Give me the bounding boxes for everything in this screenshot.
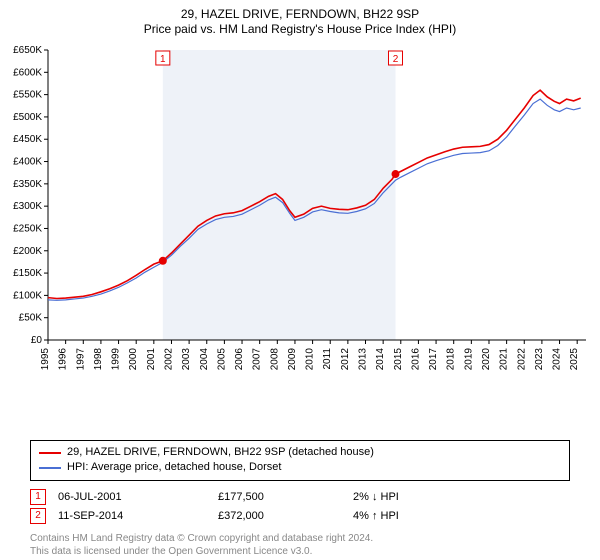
svg-text:2012: 2012: [340, 348, 351, 371]
svg-text:£500K: £500K: [13, 112, 42, 123]
svg-text:2005: 2005: [216, 348, 227, 371]
sale-diff: 2% ↓ HPI: [353, 491, 399, 503]
legend-swatch: [39, 467, 61, 469]
svg-text:2007: 2007: [252, 348, 263, 371]
svg-text:£350K: £350K: [13, 179, 42, 190]
svg-text:1996: 1996: [58, 348, 69, 371]
svg-text:2001: 2001: [146, 348, 157, 371]
legend-label: 29, HAZEL DRIVE, FERNDOWN, BH22 9SP (det…: [67, 445, 374, 460]
svg-text:£550K: £550K: [13, 90, 42, 101]
legend: 29, HAZEL DRIVE, FERNDOWN, BH22 9SP (det…: [30, 440, 570, 481]
svg-text:2016: 2016: [410, 348, 421, 371]
sale-diff: 4% ↑ HPI: [353, 510, 399, 522]
svg-text:£250K: £250K: [13, 223, 42, 234]
svg-text:2017: 2017: [428, 348, 439, 371]
svg-text:£100K: £100K: [13, 290, 42, 301]
legend-item: HPI: Average price, detached house, Dors…: [39, 460, 561, 475]
svg-text:£450K: £450K: [13, 134, 42, 145]
price-chart: £0 £50K £100K £150K £200K £250K £300K £350K £400…: [0, 44, 600, 400]
svg-text:£150K: £150K: [13, 268, 42, 279]
svg-text:2013: 2013: [358, 348, 369, 371]
sale-date: 06-JUL-2001: [58, 491, 218, 503]
svg-text:2021: 2021: [499, 348, 510, 371]
svg-text:2009: 2009: [287, 348, 298, 371]
legend-swatch: [39, 452, 61, 454]
svg-text:£650K: £650K: [13, 45, 42, 56]
svg-text:2015: 2015: [393, 348, 404, 371]
svg-text:2020: 2020: [481, 348, 492, 371]
svg-text:2003: 2003: [181, 348, 192, 371]
footnote: Contains HM Land Registry data © Crown c…: [30, 532, 570, 559]
svg-text:1995: 1995: [40, 348, 51, 371]
svg-text:2008: 2008: [269, 348, 280, 371]
svg-text:2024: 2024: [552, 348, 563, 371]
sale-marker: 1: [30, 489, 46, 505]
footnote-line: This data is licensed under the Open Gov…: [30, 545, 570, 559]
svg-text:2006: 2006: [234, 348, 245, 371]
svg-text:1998: 1998: [93, 348, 104, 371]
svg-text:2025: 2025: [569, 348, 580, 371]
footnote-line: Contains HM Land Registry data © Crown c…: [30, 532, 570, 546]
svg-text:2019: 2019: [463, 348, 474, 371]
legend-label: HPI: Average price, detached house, Dors…: [67, 460, 281, 475]
svg-text:£600K: £600K: [13, 67, 42, 78]
svg-text:1997: 1997: [75, 348, 86, 371]
legend-item: 29, HAZEL DRIVE, FERNDOWN, BH22 9SP (det…: [39, 445, 561, 460]
page-subtitle: Price paid vs. HM Land Registry's House …: [0, 22, 600, 36]
svg-text:£300K: £300K: [13, 201, 42, 212]
svg-text:£50K: £50K: [19, 313, 43, 324]
sales-table: 1 06-JUL-2001£177,5002% ↓ HPI 2 11-SEP-2014…: [30, 489, 570, 524]
svg-text:£200K: £200K: [13, 246, 42, 257]
svg-text:2011: 2011: [322, 348, 333, 370]
sale-price: £177,500: [218, 491, 353, 503]
page-title: 29, HAZEL DRIVE, FERNDOWN, BH22 9SP: [0, 0, 600, 22]
svg-text:2022: 2022: [516, 348, 527, 371]
svg-text:2010: 2010: [305, 348, 316, 371]
svg-text:2000: 2000: [128, 348, 139, 371]
svg-text:£0: £0: [31, 335, 43, 346]
svg-text:2018: 2018: [446, 348, 457, 371]
svg-text:£400K: £400K: [13, 157, 42, 168]
sale-row: 1 06-JUL-2001£177,5002% ↓ HPI: [30, 489, 570, 505]
svg-text:2: 2: [393, 54, 399, 65]
svg-text:2014: 2014: [375, 348, 386, 371]
svg-text:1999: 1999: [111, 348, 122, 371]
svg-text:2004: 2004: [199, 348, 210, 371]
svg-text:2002: 2002: [163, 348, 174, 371]
sale-date: 11-SEP-2014: [58, 510, 218, 522]
svg-text:2023: 2023: [534, 348, 545, 371]
sale-row: 2 11-SEP-2014£372,0004% ↑ HPI: [30, 508, 570, 524]
svg-text:1: 1: [160, 54, 166, 65]
sale-marker: 2: [30, 508, 46, 524]
sale-price: £372,000: [218, 510, 353, 522]
